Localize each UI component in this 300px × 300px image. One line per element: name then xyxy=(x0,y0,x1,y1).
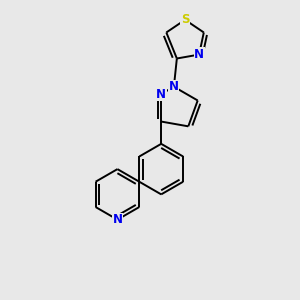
Text: N: N xyxy=(194,48,204,61)
Text: S: S xyxy=(181,13,189,26)
Text: N: N xyxy=(156,88,166,100)
Text: N: N xyxy=(112,213,122,226)
Text: N: N xyxy=(169,80,179,93)
